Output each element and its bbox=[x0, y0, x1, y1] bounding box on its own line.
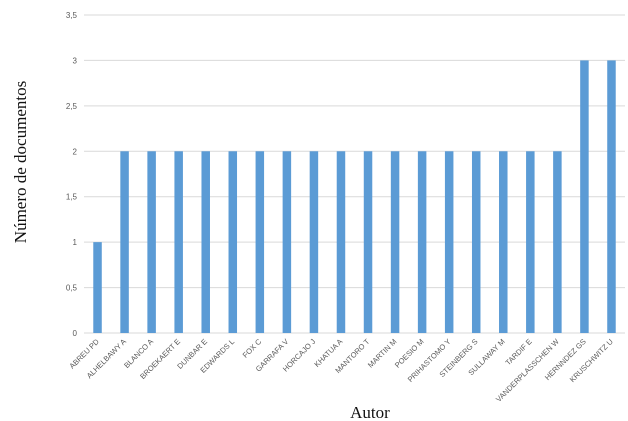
bar bbox=[471, 151, 481, 333]
bar bbox=[580, 60, 589, 334]
bar bbox=[499, 151, 508, 333]
y-tick-label: 3,5 bbox=[66, 11, 78, 20]
bar bbox=[228, 151, 238, 333]
y-axis-title: Número de documentos bbox=[11, 81, 30, 243]
bar bbox=[336, 151, 346, 333]
y-tick-label: 2,5 bbox=[66, 102, 78, 111]
bar bbox=[255, 151, 265, 333]
bar bbox=[444, 151, 454, 333]
x-tick-label: FOX C bbox=[241, 337, 264, 360]
y-tick-label: 2 bbox=[73, 147, 78, 156]
x-axis-title: Autor bbox=[350, 403, 390, 421]
gridlines bbox=[84, 14, 625, 334]
bar bbox=[120, 151, 129, 333]
y-tick-label: 0 bbox=[73, 329, 78, 338]
bars bbox=[93, 60, 616, 334]
y-tick-label: 1 bbox=[73, 238, 78, 247]
y-tick-label: 1,5 bbox=[66, 193, 78, 202]
bar bbox=[363, 151, 373, 333]
y-tick-label: 0,5 bbox=[66, 284, 78, 293]
bar bbox=[174, 151, 183, 333]
bar bbox=[526, 151, 535, 333]
bar bbox=[553, 151, 562, 333]
y-axis-ticks: 0 0,5 1 1,5 2 2,5 3 3,5 bbox=[66, 11, 78, 338]
bar bbox=[309, 151, 319, 333]
bar bbox=[93, 242, 102, 333]
bar bbox=[201, 151, 210, 333]
bar bbox=[390, 151, 400, 333]
bar bbox=[282, 151, 292, 333]
bar bbox=[147, 151, 156, 333]
y-tick-label: 3 bbox=[73, 56, 78, 65]
bar bbox=[417, 151, 427, 333]
bar bbox=[607, 60, 616, 334]
